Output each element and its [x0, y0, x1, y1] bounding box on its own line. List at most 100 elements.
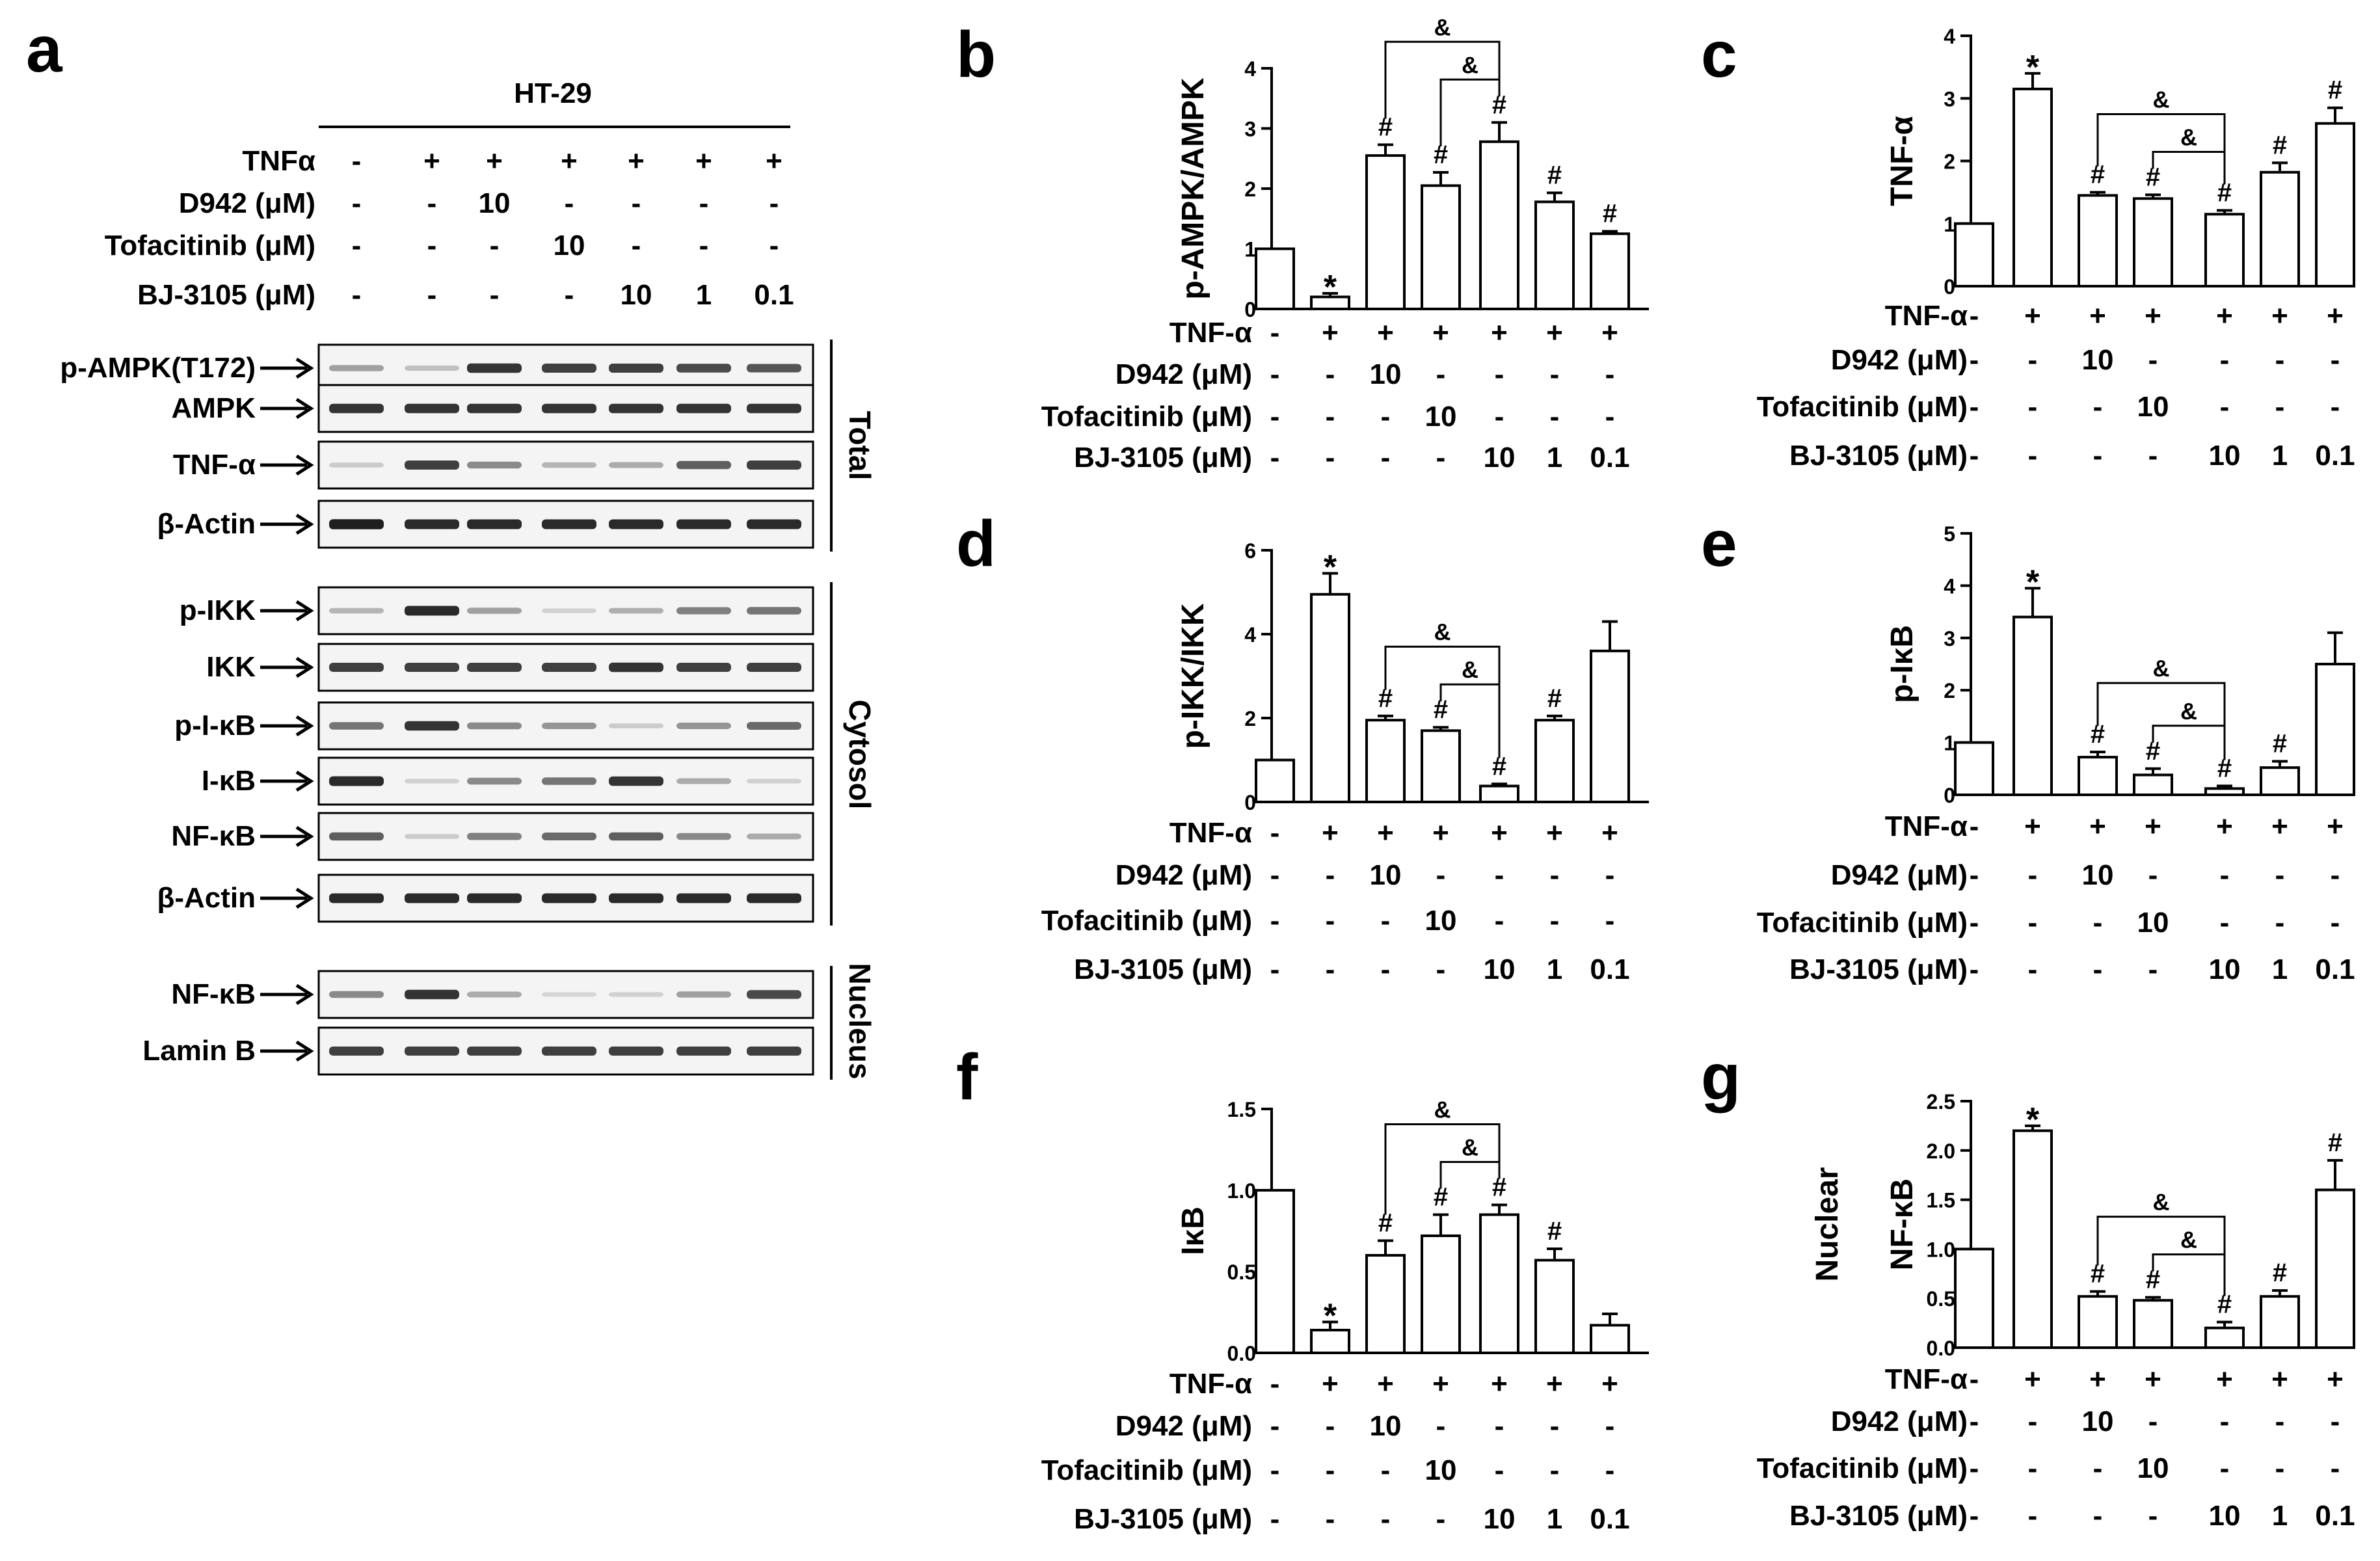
- blot-label: β-Actin: [157, 882, 256, 914]
- treatment-label: D942 (μM): [1831, 859, 1968, 891]
- treatment-label: BJ-3105 (μM): [137, 279, 315, 311]
- bar-group: #: [2133, 163, 2173, 287]
- blot-band: [329, 991, 384, 998]
- significance-mark: *: [2026, 563, 2040, 601]
- treatment-value: 10: [554, 230, 585, 261]
- arrow-head: [295, 887, 314, 909]
- bar: [1590, 232, 1630, 310]
- blot-band: [405, 606, 459, 616]
- treatment-value: -: [1270, 1503, 1280, 1535]
- treatment-value: +: [1432, 1368, 1449, 1400]
- bracket-label: &: [1434, 1097, 1451, 1123]
- treatment-value: -: [2028, 859, 2038, 891]
- blot-label: NF-κB: [171, 978, 256, 1010]
- right-arrow-icon: [260, 887, 314, 909]
- y-tick-label: 4: [1944, 25, 1955, 48]
- treatment-value: -: [1605, 859, 1615, 891]
- treatment-value: 1: [1547, 954, 1562, 985]
- bar: [1479, 140, 1519, 310]
- significance-mark: #: [2146, 1266, 2160, 1294]
- treatment-label: Tofacitinib (μM): [1041, 401, 1252, 433]
- treatment-value: -: [2028, 907, 2038, 939]
- bar: [1365, 1254, 1406, 1354]
- blot-section-total: p-AMPK(T172) AMPK TNF-α β-Actin Total: [60, 340, 877, 552]
- treatment-value: 10: [2137, 907, 2169, 939]
- treatment-value: -: [352, 230, 362, 261]
- blot-label: p-IKK: [180, 594, 256, 626]
- treatment-value: 10: [2209, 1500, 2241, 1532]
- section-label: Nucleus: [843, 963, 877, 1080]
- treatment-value: 10: [1484, 954, 1516, 985]
- treatment-label: Tofacitinib (μM): [1757, 907, 1968, 939]
- treatment-value: -: [1326, 358, 1335, 390]
- bracket-label: &: [1434, 14, 1451, 40]
- treatment-value: -: [632, 230, 641, 261]
- bracket-label: &: [1462, 656, 1478, 683]
- treatment-value: 0.1: [1590, 442, 1629, 474]
- treatment-value: +: [2327, 300, 2344, 332]
- bar: [2012, 615, 2053, 796]
- treatment-value: 10: [621, 279, 652, 311]
- y-tick-label: 1.5: [1227, 1098, 1256, 1121]
- treatment-value: +: [2216, 810, 2233, 842]
- significance-mark: #: [2091, 720, 2105, 749]
- significance-mark: #: [2217, 1290, 2232, 1319]
- bar: [1255, 247, 1295, 310]
- treatment-value: +: [1432, 817, 1449, 849]
- treatment-value: -: [1436, 358, 1446, 390]
- bracket-line: [2152, 150, 2226, 185]
- treatment-value: +: [1601, 817, 1618, 849]
- bar-group: #: [1590, 200, 1630, 310]
- blot-label: AMPK: [171, 392, 256, 424]
- treatment-value: -: [2275, 1406, 2285, 1437]
- treatment-value: -: [1436, 1410, 1446, 1442]
- treatment-label: D942 (μM): [179, 187, 315, 219]
- treatment-value: -: [1326, 1454, 1335, 1486]
- treatment-value: +: [2024, 810, 2041, 842]
- treatment-value: -: [1326, 905, 1335, 937]
- blot-band: [405, 893, 459, 903]
- y-tick-label: 3: [1944, 627, 1955, 650]
- comparison-bracket: &: [2152, 698, 2226, 760]
- blot-label: NF-κB: [171, 820, 256, 852]
- treatment-value: -: [427, 279, 437, 311]
- treatment-value: +: [1546, 817, 1563, 849]
- bracket-line: [2152, 725, 2226, 760]
- treatment-value: -: [1326, 954, 1335, 985]
- significance-mark: *: [1324, 548, 1337, 586]
- treatment-value: 0.1: [1590, 954, 1629, 985]
- bar-group: #: [2133, 1266, 2173, 1350]
- treatment-value: -: [2331, 391, 2340, 423]
- blot-band: [747, 722, 801, 730]
- bracket-label: &: [2180, 124, 2197, 150]
- blot-band: [329, 607, 384, 614]
- bar-group: #: [1421, 1183, 1461, 1354]
- treatment-value: 1: [1547, 442, 1562, 474]
- arrow-head: [295, 1040, 314, 1062]
- bar-group: #: [2204, 179, 2245, 287]
- treatment-value: 10: [1370, 358, 1402, 390]
- blot-band: [676, 1047, 731, 1056]
- significance-mark: #: [1492, 90, 1506, 119]
- treatment-value: -: [1605, 401, 1615, 433]
- blot-band: [405, 519, 459, 529]
- blot-band: [467, 722, 522, 730]
- treatment-value: -: [2148, 440, 2158, 472]
- blot-band: [609, 662, 663, 673]
- blot-band: [676, 833, 731, 840]
- bar-group: #: [1479, 1173, 1519, 1354]
- bar: [2133, 1299, 2173, 1350]
- blot-band: [405, 1047, 459, 1056]
- bar: [2204, 1326, 2245, 1350]
- significance-mark: #: [2217, 754, 2232, 782]
- blot-band: [747, 833, 801, 840]
- comparison-bracket: &: [2152, 124, 2226, 185]
- y-tick-label: 0: [1944, 784, 1955, 807]
- treatment-value: -: [1495, 1454, 1504, 1486]
- treatment-value: +: [2271, 1363, 2288, 1395]
- y-tick-label: 4: [1944, 574, 1955, 598]
- treatment-value: -: [1970, 954, 1979, 985]
- blot-band: [467, 663, 522, 672]
- bar-group: #: [2204, 754, 2245, 797]
